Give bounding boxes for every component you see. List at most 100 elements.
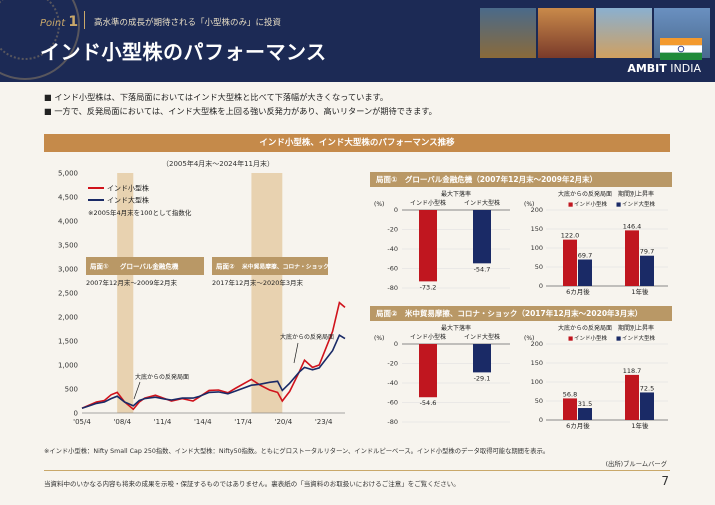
drawdown-bar	[473, 344, 491, 373]
mandala-decoration-inner	[0, 0, 60, 60]
legend-label-small-cap: インド小型株	[107, 184, 149, 193]
chart-period: （2005年4月末～2024年11月末）	[162, 159, 274, 168]
y-tick-label: 4,000	[58, 218, 78, 226]
photo-people	[538, 8, 594, 58]
rebound-legend-large: インド大型株	[622, 200, 656, 208]
x-tick-label: '11/4	[154, 418, 172, 426]
rebound-value-label: 146.4	[623, 222, 642, 230]
panel1-drawdown-chart: 最大下落率 (%) 0 -20 -40 -60 -80 インド小型株 -73.2 インド大型株 -5…	[370, 188, 520, 298]
series-line-small-cap	[81, 301, 346, 411]
annotation-arrow-1	[133, 381, 141, 400]
rebound-y-tick: 200	[531, 340, 543, 348]
panel2-rebound-chart: 大底からの反発局面 期間別上昇率 (%) ■ インド小型株 ■ インド大型株 0 50 100 1…	[522, 322, 672, 432]
x-tick-label: '05/4	[73, 418, 91, 426]
x-tick-label: '17/4	[234, 418, 252, 426]
y-tick-label: 1,000	[58, 362, 78, 370]
page-number: 7	[661, 474, 669, 488]
rebound-y-tick: 150	[531, 359, 543, 367]
phase1-label-box	[86, 257, 204, 275]
rebound-value-label: 79.7	[640, 248, 654, 256]
rebound-annotation-2: 大底からの反発局面	[280, 333, 334, 341]
drawdown-category-label: インド小型株	[410, 199, 446, 207]
drawdown-unit: (%)	[374, 201, 384, 208]
drawdown-category-label: インド小型株	[410, 333, 446, 341]
brand-logo: AMBIT INDIA	[627, 62, 701, 75]
rebound-bar	[563, 398, 577, 420]
footnote: ※インド小型株：Nifty Small Cap 250指数、インド大型株：Nif…	[44, 448, 550, 455]
y-tick-label: 5,000	[58, 170, 78, 178]
rebound-value-label: 69.7	[578, 252, 592, 260]
drawdown-value-label: -29.1	[474, 374, 491, 382]
drawdown-category-label: インド大型株	[464, 199, 500, 207]
drawdown-y-tick: -80	[387, 284, 398, 292]
x-tick-label: '08/4	[113, 418, 131, 426]
drawdown-y-tick: -60	[387, 265, 398, 273]
drawdown-y-tick: -20	[387, 360, 398, 368]
disclaimer: 当資料中のいかなる内容も将来の成果を示唆・保証するものではありません。裏表紙の「…	[44, 480, 460, 488]
drawdown-bar	[419, 210, 437, 282]
rebound-value-label: 72.5	[640, 384, 654, 392]
rebound-bar	[625, 374, 639, 420]
phase1-event: グローバル金融危機	[120, 262, 179, 271]
rebound-y-tick: 0	[539, 282, 543, 290]
panel1-header: 局面① グローバル金融危機（2007年12月末～2009年2月末）	[370, 172, 672, 187]
rebound-y-tick: 100	[531, 378, 543, 386]
photo-landmark	[480, 8, 536, 58]
rebound-annotation-1: 大底からの反発局面	[135, 373, 189, 381]
rebound-unit: (%)	[524, 201, 534, 208]
rebound-legend-small: インド小型株	[574, 334, 608, 342]
panel1-rebound-svg: 大底からの反発局面 期間別上昇率(%) ■ インド小型株 ■ インド大型株0501001…	[524, 190, 668, 296]
y-tick-label: 3,500	[58, 242, 78, 250]
y-tick-label: 3,000	[58, 266, 78, 274]
rebound-value-label: 122.0	[561, 232, 580, 240]
phase1-title: 局面①	[90, 262, 109, 271]
source-note: (出所)ブルームバーグ	[605, 461, 667, 468]
drawdown-y-tick: -40	[387, 379, 398, 387]
phase1-band	[117, 173, 134, 413]
rebound-value-label: 118.7	[623, 367, 642, 375]
point-divider	[84, 11, 85, 29]
panel1-drawdown-svg: 最大下落率 (%) 0 -20 -40 -60 -80 インド小型株 -73.2 インド大型株 -5…	[374, 190, 510, 292]
section-banner: インド小型株、インド大型株のパフォーマンス推移	[44, 134, 670, 152]
rebound-bar	[640, 392, 654, 420]
drawdown-value-label: -73.2	[420, 283, 437, 291]
rebound-y-tick: 150	[531, 225, 543, 233]
panel2-drawdown-svg: 最大下落率 (%) 0 -20 -40 -60 -80 インド小型株 -54.6 インド大型株 -2…	[374, 324, 510, 426]
y-tick-label: 0	[74, 410, 78, 418]
x-tick-label: '14/4	[194, 418, 212, 426]
rebound-y-tick: 50	[535, 397, 543, 405]
point-subtitle: 高水準の成長が期待される「小型株のみ」に投資	[94, 18, 282, 28]
rebound-unit: (%)	[524, 335, 534, 342]
series-line-large-cap	[81, 334, 346, 409]
phase2-label-box	[212, 257, 328, 275]
drawdown-subtitle: 最大下落率	[441, 190, 471, 198]
drawdown-y-tick: -20	[387, 226, 398, 234]
drawdown-y-tick: 0	[394, 340, 398, 348]
rebound-legend-large: インド大型株	[622, 334, 656, 342]
y-tick-label: 2,500	[58, 290, 78, 298]
drawdown-category-label: インド大型株	[464, 333, 500, 341]
y-tick-label: 500	[65, 386, 78, 394]
rebound-subtitle: 大底からの反発局面 期間別上昇率	[558, 190, 654, 198]
phase1-dates: 2007年12月末～2009年2月末	[86, 278, 177, 287]
bullet-item: 一方で、反発局面においては、インド大型株を上回る強い反発力があり、高いリターンが…	[44, 104, 437, 118]
phase2-dates: 2017年12月末～2020年3月末	[212, 278, 303, 287]
x-tick-label: '23/4	[315, 418, 333, 426]
rebound-y-tick: 200	[531, 206, 543, 214]
rebound-category-label: 6カ月後	[566, 421, 590, 430]
drawdown-y-tick: -40	[387, 245, 398, 253]
x-tick-label: '20/4	[275, 418, 293, 426]
drawdown-y-tick: -60	[387, 399, 398, 407]
rebound-value-label: 31.5	[578, 400, 592, 408]
panel1-rebound-chart: 大底からの反発局面 期間別上昇率 (%) ■ インド小型株 ■ インド大型株 0 50 100 1…	[522, 188, 672, 298]
page-title: インド小型株のパフォーマンス	[40, 40, 327, 64]
footer-divider	[44, 470, 670, 471]
performance-line-chart: （2005年4月末～2024年11月末） 0 500 1,000 1,500 2,000 2…	[40, 155, 360, 440]
rebound-bar	[578, 259, 592, 286]
point-label: Point 1	[40, 14, 79, 30]
panel2-rebound-svg: 大底からの反発局面 期間別上昇率(%) ■ インド小型株 ■ インド大型株0501001…	[524, 324, 668, 430]
rebound-y-tick: 0	[539, 416, 543, 424]
drawdown-unit: (%)	[374, 335, 384, 342]
india-flag-icon	[660, 38, 702, 60]
rebound-y-tick: 100	[531, 244, 543, 252]
